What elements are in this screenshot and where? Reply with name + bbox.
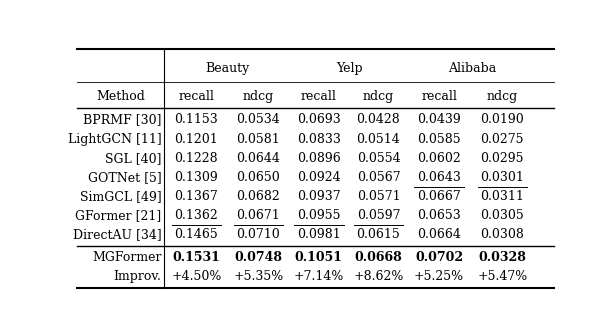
Text: recall: recall [421,91,457,104]
Text: 0.0305: 0.0305 [480,209,524,222]
Text: 0.0615: 0.0615 [357,228,400,241]
Text: 0.0682: 0.0682 [237,190,280,203]
Text: 0.0937: 0.0937 [297,190,341,203]
Text: 0.0295: 0.0295 [480,152,524,165]
Text: 0.0439: 0.0439 [417,113,461,126]
Text: +5.25%: +5.25% [414,270,464,283]
Text: Beauty: Beauty [205,62,249,75]
Text: 0.0955: 0.0955 [297,209,341,222]
Text: DirectAU [34]: DirectAU [34] [73,228,161,241]
Text: 0.0554: 0.0554 [357,152,400,165]
Text: Yelp: Yelp [336,62,362,75]
Text: 0.0514: 0.0514 [357,133,400,146]
Text: 0.0710: 0.0710 [237,228,280,241]
Text: 0.0275: 0.0275 [480,133,524,146]
Text: +4.50%: +4.50% [171,270,222,283]
Text: SimGCL [49]: SimGCL [49] [79,190,161,203]
Text: 0.0328: 0.0328 [479,251,526,264]
Text: 0.1153: 0.1153 [174,113,218,126]
Text: 0.0981: 0.0981 [297,228,341,241]
Text: recall: recall [301,91,337,104]
Text: LightGCN [11]: LightGCN [11] [68,133,161,146]
Text: Improv.: Improv. [113,270,161,283]
Text: 0.0581: 0.0581 [237,133,280,146]
Text: MGFormer: MGFormer [92,251,161,264]
Text: +5.35%: +5.35% [233,270,283,283]
Text: ndcg: ndcg [487,91,518,104]
Text: 0.0702: 0.0702 [415,251,463,264]
Text: 0.0896: 0.0896 [297,152,341,165]
Text: GFormer [21]: GFormer [21] [75,209,161,222]
Text: 0.0597: 0.0597 [357,209,400,222]
Text: Alibaba: Alibaba [448,62,496,75]
Text: recall: recall [179,91,214,104]
Text: 0.0602: 0.0602 [417,152,461,165]
Text: 0.0585: 0.0585 [417,133,461,146]
Text: 0.0671: 0.0671 [237,209,280,222]
Text: BPRMF [30]: BPRMF [30] [83,113,161,126]
Text: ndcg: ndcg [363,91,394,104]
Text: 0.1228: 0.1228 [174,152,218,165]
Text: 0.1465: 0.1465 [174,228,218,241]
Text: ndcg: ndcg [243,91,274,104]
Text: 0.0664: 0.0664 [417,228,461,241]
Text: +7.14%: +7.14% [294,270,344,283]
Text: 0.0668: 0.0668 [355,251,402,264]
Text: +8.62%: +8.62% [354,270,403,283]
Text: 0.0667: 0.0667 [417,190,461,203]
Text: +5.47%: +5.47% [477,270,527,283]
Text: GOTNet [5]: GOTNet [5] [87,171,161,184]
Text: 0.0644: 0.0644 [237,152,280,165]
Text: 0.1362: 0.1362 [174,209,218,222]
Text: 0.0833: 0.0833 [297,133,341,146]
Text: 0.0748: 0.0748 [235,251,282,264]
Text: 0.1309: 0.1309 [174,171,218,184]
Text: 0.0428: 0.0428 [357,113,400,126]
Text: 0.1367: 0.1367 [174,190,218,203]
Text: 0.0693: 0.0693 [297,113,341,126]
Text: 0.1201: 0.1201 [174,133,218,146]
Text: 0.1531: 0.1531 [172,251,221,264]
Text: Method: Method [97,91,145,104]
Text: 0.0190: 0.0190 [480,113,524,126]
Text: 0.0311: 0.0311 [480,190,524,203]
Text: 0.0308: 0.0308 [480,228,524,241]
Text: SGL [40]: SGL [40] [105,152,161,165]
Text: 0.0571: 0.0571 [357,190,400,203]
Text: 0.0653: 0.0653 [417,209,461,222]
Text: 0.1051: 0.1051 [295,251,342,264]
Text: 0.0567: 0.0567 [357,171,400,184]
Text: 0.0534: 0.0534 [237,113,280,126]
Text: 0.0650: 0.0650 [237,171,280,184]
Text: 0.0301: 0.0301 [480,171,524,184]
Text: 0.0924: 0.0924 [297,171,341,184]
Text: 0.0643: 0.0643 [417,171,461,184]
